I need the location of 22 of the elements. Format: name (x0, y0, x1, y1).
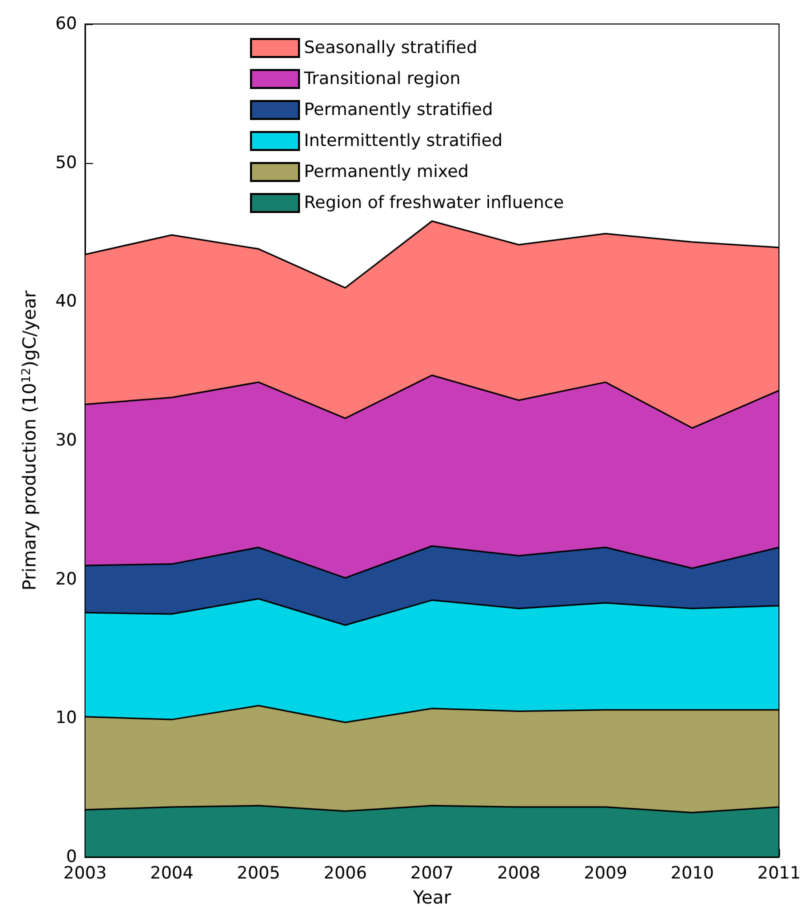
legend-label: Seasonally stratified (304, 38, 478, 58)
x-tick-label: 2007 (410, 864, 454, 884)
x-tick-label: 2008 (497, 864, 540, 884)
x-axis-title: Year (412, 888, 452, 908)
legend-label: Intermittently stratified (304, 131, 503, 151)
y-tick-label: 10 (55, 708, 77, 728)
x-tick-label: 2004 (150, 864, 194, 884)
y-tick-label: 60 (55, 14, 77, 34)
legend-label: Transitional region (303, 69, 461, 89)
x-tick-label: 2011 (757, 864, 801, 884)
x-tick-label: 2010 (670, 864, 714, 884)
y-tick-label: 30 (55, 430, 77, 450)
y-tick-label: 20 (55, 569, 77, 590)
y-tick-label: 50 (55, 152, 77, 173)
y-axis-title: Primary production (1012)gC/year (19, 290, 40, 591)
legend-label: Permanently mixed (304, 162, 469, 182)
x-tick-label: 2005 (236, 864, 280, 884)
y-tick-label: 40 (55, 292, 77, 312)
x-tick-label: 2006 (324, 864, 367, 884)
x-tick-label: 2009 (584, 864, 628, 884)
legend-label: Region of freshwater influence (304, 193, 564, 213)
legend-label: Permanently stratified (304, 100, 493, 120)
